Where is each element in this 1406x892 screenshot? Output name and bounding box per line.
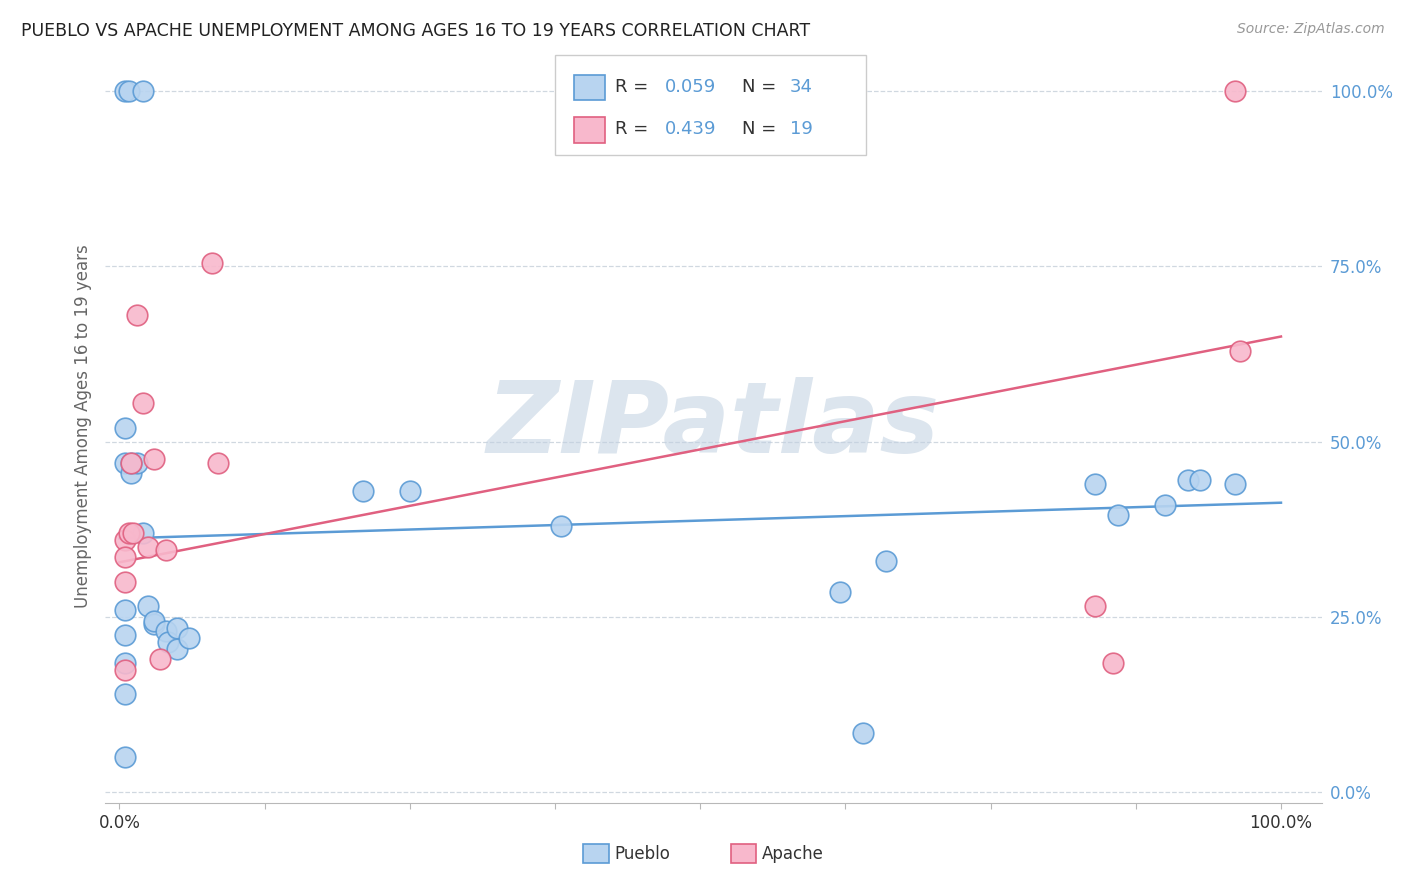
Point	[1107, 508, 1129, 523]
Text: N =: N =	[741, 78, 782, 95]
Point	[155, 543, 177, 558]
Point	[120, 456, 142, 470]
Point	[120, 456, 142, 470]
Point	[1084, 599, 1107, 614]
Text: Pueblo: Pueblo	[614, 845, 671, 863]
Point	[118, 525, 141, 540]
Point	[852, 725, 875, 739]
Text: 19: 19	[790, 120, 813, 138]
Point	[166, 620, 188, 634]
Point	[131, 396, 153, 410]
Text: R =: R =	[614, 120, 654, 138]
Point	[875, 554, 897, 568]
Point	[1101, 656, 1123, 670]
Text: R =: R =	[614, 78, 654, 95]
Point	[118, 84, 141, 98]
Point	[352, 483, 374, 498]
Point	[114, 663, 136, 677]
Point	[114, 656, 136, 670]
Point	[1177, 473, 1199, 487]
Y-axis label: Unemployment Among Ages 16 to 19 years: Unemployment Among Ages 16 to 19 years	[73, 244, 91, 607]
FancyBboxPatch shape	[574, 75, 606, 100]
Point	[1188, 473, 1211, 487]
Point	[177, 631, 200, 645]
FancyBboxPatch shape	[555, 55, 866, 154]
Point	[1229, 343, 1251, 358]
Point	[114, 420, 136, 434]
Point	[114, 84, 136, 98]
Point	[114, 627, 136, 641]
Point	[201, 256, 224, 270]
Point	[1153, 498, 1175, 512]
FancyBboxPatch shape	[574, 117, 606, 143]
Text: PUEBLO VS APACHE UNEMPLOYMENT AMONG AGES 16 TO 19 YEARS CORRELATION CHART: PUEBLO VS APACHE UNEMPLOYMENT AMONG AGES…	[21, 22, 810, 40]
Point	[122, 525, 145, 540]
Point	[143, 452, 166, 467]
Text: Apache: Apache	[762, 845, 824, 863]
Point	[125, 456, 148, 470]
Text: Source: ZipAtlas.com: Source: ZipAtlas.com	[1237, 22, 1385, 37]
Point	[1084, 476, 1107, 491]
Point	[114, 456, 136, 470]
Point	[166, 641, 188, 656]
Point	[125, 309, 148, 323]
Point	[157, 634, 180, 648]
Point	[207, 456, 229, 470]
Point	[131, 84, 153, 98]
Text: ZIPatlas: ZIPatlas	[486, 377, 941, 475]
Point	[114, 550, 136, 565]
Point	[114, 574, 136, 589]
Text: 0.059: 0.059	[665, 78, 716, 95]
Text: 34: 34	[790, 78, 813, 95]
Point	[828, 585, 851, 599]
Point	[143, 614, 166, 628]
Point	[149, 652, 172, 666]
Point	[114, 603, 136, 617]
Point	[120, 467, 142, 481]
Point	[138, 599, 160, 614]
Point	[155, 624, 177, 638]
Point	[114, 533, 136, 547]
Point	[143, 617, 166, 632]
Point	[114, 687, 136, 701]
Point	[114, 750, 136, 764]
Text: 0.439: 0.439	[665, 120, 717, 138]
Point	[550, 519, 572, 533]
Point	[138, 540, 160, 554]
Point	[398, 483, 420, 498]
Point	[1223, 84, 1246, 98]
Text: N =: N =	[741, 120, 782, 138]
Point	[131, 525, 153, 540]
Point	[1223, 476, 1246, 491]
